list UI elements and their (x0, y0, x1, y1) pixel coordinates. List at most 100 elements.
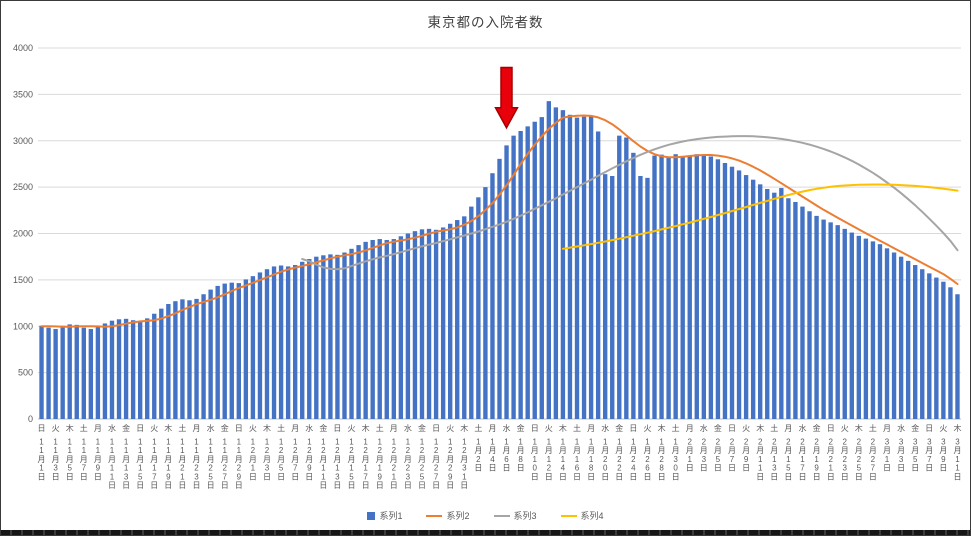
svg-text:1: 1 (490, 438, 495, 447)
svg-text:1: 1 (166, 464, 171, 473)
svg-text:1: 1 (575, 455, 580, 464)
svg-text:日: 日 (728, 464, 736, 473)
svg-text:火: 火 (644, 424, 652, 433)
svg-text:1: 1 (786, 455, 791, 464)
svg-text:2: 2 (349, 446, 354, 455)
svg-text:月: 月 (136, 455, 144, 464)
svg-text:1: 1 (166, 438, 171, 447)
svg-text:水: 水 (700, 423, 708, 433)
svg-text:月: 月 (728, 446, 736, 455)
svg-text:日: 日 (418, 481, 426, 490)
svg-text:1: 1 (687, 455, 692, 464)
svg-text:9: 9 (166, 472, 171, 481)
svg-text:1: 1 (406, 438, 411, 447)
svg-text:日: 日 (460, 481, 468, 490)
svg-text:日: 日 (714, 464, 722, 473)
svg-text:1: 1 (659, 438, 664, 447)
svg-text:2: 2 (871, 455, 876, 464)
svg-text:月: 月 (404, 455, 412, 464)
svg-text:月: 月 (813, 446, 821, 455)
svg-text:月: 月 (742, 446, 750, 455)
svg-text:1: 1 (758, 464, 763, 473)
svg-text:月: 月 (249, 455, 257, 464)
svg-text:2: 2 (800, 438, 805, 447)
svg-text:3: 3 (124, 472, 129, 481)
svg-text:1: 1 (800, 455, 805, 464)
svg-text:月: 月 (221, 455, 229, 464)
svg-text:2: 2 (772, 438, 777, 447)
svg-text:木: 木 (362, 423, 370, 433)
legend-item-series4[interactable]: 系列4 (560, 509, 604, 522)
svg-text:2: 2 (730, 438, 735, 447)
svg-text:日: 日 (235, 424, 243, 433)
svg-text:月: 月 (587, 446, 595, 455)
svg-text:7: 7 (434, 472, 439, 481)
svg-text:日: 日 (348, 481, 356, 490)
svg-text:金: 金 (615, 423, 623, 433)
svg-text:1: 1 (377, 438, 382, 447)
svg-text:1: 1 (617, 438, 622, 447)
svg-text:1: 1 (138, 464, 143, 473)
svg-text:水: 水 (601, 423, 609, 433)
svg-text:月: 月 (925, 446, 933, 455)
legend-item-series3[interactable]: 系列3 (493, 509, 537, 522)
legend-item-series2[interactable]: 系列2 (426, 509, 470, 522)
svg-text:6: 6 (575, 464, 580, 473)
svg-text:日: 日 (897, 464, 905, 473)
svg-text:1: 1 (279, 438, 284, 447)
svg-text:3: 3 (462, 464, 467, 473)
svg-text:日: 日 (799, 472, 807, 481)
svg-text:1: 1 (504, 438, 509, 447)
svg-text:月: 月 (390, 455, 398, 464)
svg-text:火: 火 (841, 424, 849, 433)
svg-text:0: 0 (532, 464, 537, 473)
svg-text:月: 月 (362, 455, 370, 464)
svg-text:水: 水 (404, 423, 412, 433)
svg-text:1: 1 (124, 438, 129, 447)
svg-text:水: 水 (305, 423, 313, 433)
svg-text:日: 日 (629, 424, 637, 433)
svg-text:8: 8 (659, 464, 664, 473)
svg-text:2: 2 (744, 438, 749, 447)
red-down-arrow[interactable] (494, 66, 519, 130)
svg-text:2: 2 (687, 438, 692, 447)
svg-text:月: 月 (714, 446, 722, 455)
svg-text:1000: 1000 (13, 321, 33, 331)
svg-text:3: 3 (406, 472, 411, 481)
svg-text:月: 月 (460, 455, 468, 464)
svg-text:土: 土 (672, 423, 680, 433)
svg-text:1: 1 (363, 464, 368, 473)
svg-text:月: 月 (489, 446, 497, 455)
svg-text:日: 日 (869, 472, 877, 481)
svg-text:3: 3 (772, 464, 777, 473)
svg-text:月: 月 (52, 455, 60, 464)
svg-text:1: 1 (561, 438, 566, 447)
svg-text:水: 水 (799, 423, 807, 433)
svg-text:月: 月 (517, 446, 525, 455)
svg-text:1: 1 (166, 446, 171, 455)
svg-text:2: 2 (251, 446, 256, 455)
svg-text:2500: 2500 (13, 182, 33, 192)
legend-item-series1[interactable]: 系列1 (367, 509, 402, 522)
svg-text:8: 8 (589, 464, 594, 473)
svg-text:日: 日 (827, 424, 835, 433)
svg-text:1: 1 (53, 438, 58, 447)
svg-text:1: 1 (237, 438, 242, 447)
svg-text:1: 1 (462, 438, 467, 447)
svg-text:1: 1 (363, 438, 368, 447)
svg-text:7: 7 (871, 464, 876, 473)
svg-text:火: 火 (939, 424, 947, 433)
svg-text:1: 1 (645, 438, 650, 447)
svg-text:7: 7 (82, 464, 87, 473)
svg-text:2: 2 (406, 446, 411, 455)
svg-text:月: 月 (333, 455, 341, 464)
svg-text:0: 0 (28, 414, 33, 424)
svg-text:日: 日 (658, 472, 666, 481)
svg-text:日: 日 (559, 472, 567, 481)
svg-text:月: 月 (390, 424, 398, 433)
svg-text:月: 月 (193, 424, 201, 433)
svg-text:月: 月 (855, 446, 863, 455)
svg-text:1: 1 (885, 455, 890, 464)
